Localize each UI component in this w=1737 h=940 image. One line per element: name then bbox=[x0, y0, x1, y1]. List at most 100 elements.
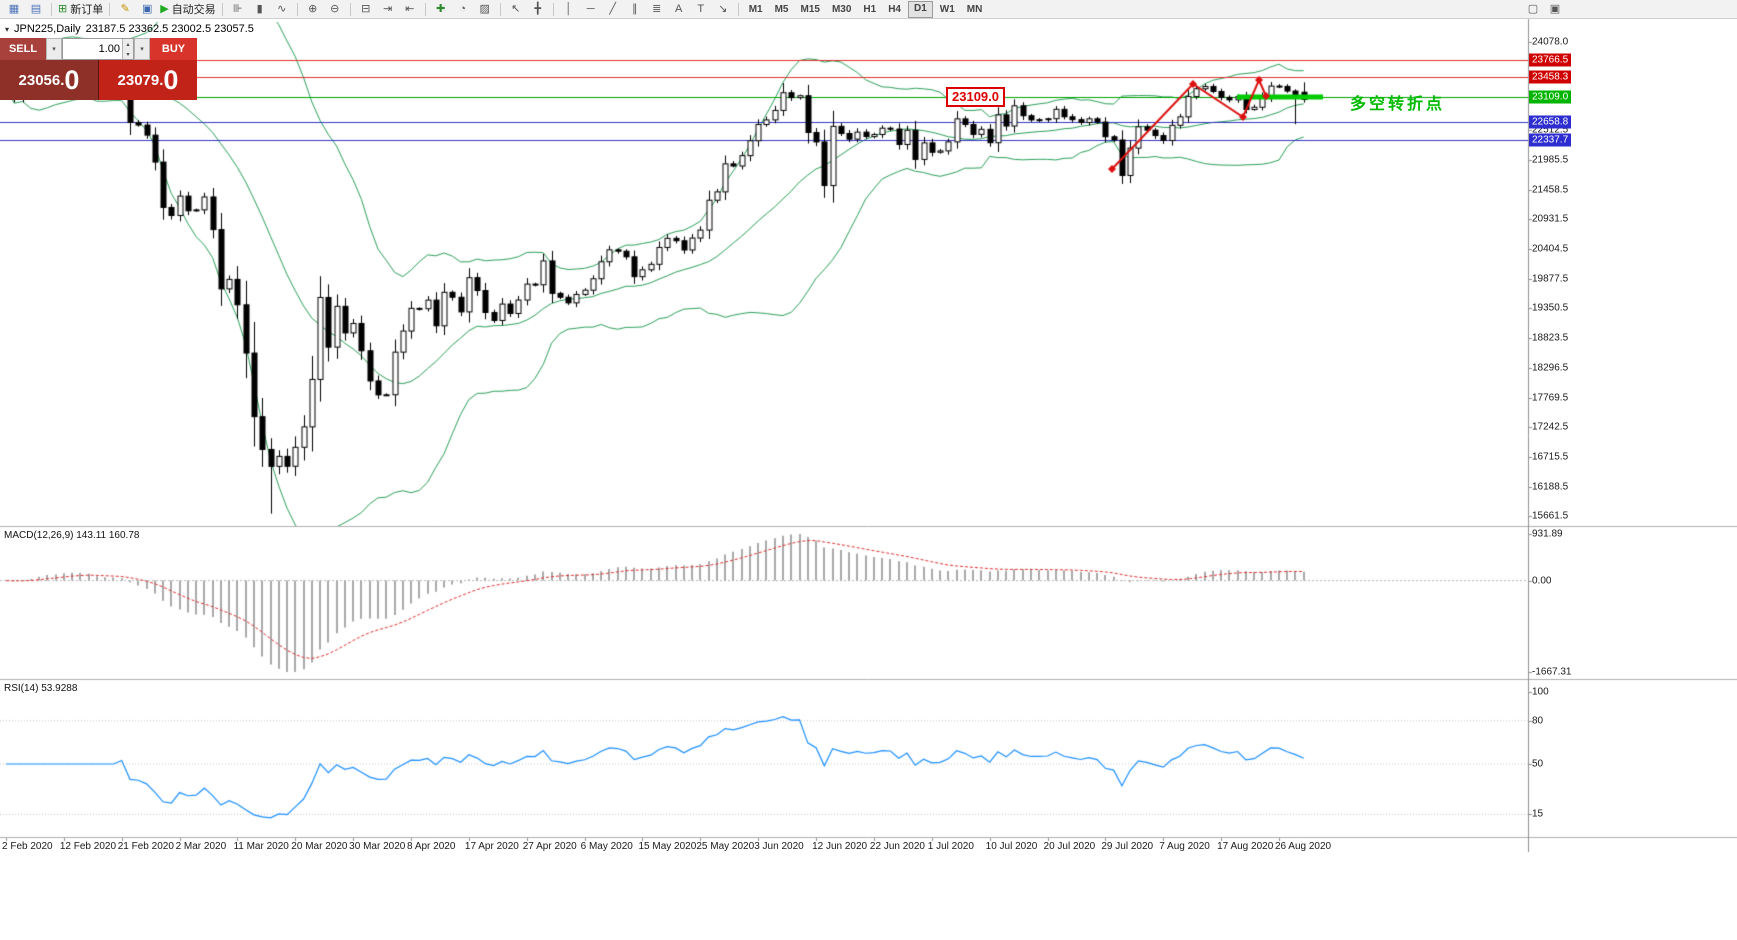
candlestick-mode-button[interactable]: ▮ bbox=[249, 1, 271, 18]
volume-field: ▴ ▾ bbox=[62, 38, 134, 60]
timeframe-mn[interactable]: MN bbox=[966, 3, 983, 15]
chart-shift-icon: ⇤ bbox=[405, 2, 415, 15]
ask-price: 23079. bbox=[117, 71, 164, 89]
chart-shift-button[interactable]: ⇤ bbox=[399, 1, 421, 18]
ask-price-button[interactable]: 23079. 0 bbox=[99, 60, 197, 100]
volume-stepper: ▴ ▾ bbox=[122, 39, 133, 59]
cursor-icon: ↖ bbox=[511, 2, 521, 15]
indicators-button[interactable]: ✚ bbox=[430, 1, 452, 18]
buy-dropdown[interactable]: ▾ bbox=[134, 38, 150, 60]
macd-label: MACD(12,26,9) 143.11 160.78 bbox=[4, 530, 139, 541]
timeframe-m15[interactable]: M15 bbox=[800, 3, 820, 15]
one-click-trading-panel: SELL ▾ ▴ ▾ ▾ BUY 23056.0 23079.0 bbox=[0, 38, 197, 100]
vertical-line-button[interactable]: │ bbox=[558, 1, 580, 18]
macd-name: MACD(12,26,9) bbox=[4, 530, 74, 541]
tile-windows-icon: ⊟ bbox=[361, 2, 371, 15]
toolbar-separator bbox=[51, 2, 52, 16]
timeframe-m5[interactable]: M5 bbox=[774, 3, 789, 15]
toolbar-separator bbox=[109, 2, 111, 16]
price-annotation-box[interactable]: 23109.0 bbox=[946, 87, 1005, 107]
sell-dropdown[interactable]: ▾ bbox=[46, 38, 62, 60]
periods-icon: ◔ bbox=[459, 2, 467, 15]
volume-up-button[interactable]: ▴ bbox=[123, 39, 133, 49]
templates-button[interactable]: ▨ bbox=[474, 1, 496, 18]
timeframe-d1[interactable]: D1 bbox=[908, 0, 933, 18]
text-label-icon: T bbox=[697, 2, 705, 15]
zoom-out-button[interactable]: ⊖ bbox=[324, 1, 346, 18]
cursor-button[interactable]: ↖ bbox=[505, 1, 527, 18]
trendline-icon: ╱ bbox=[609, 2, 616, 15]
metaeditor-button[interactable]: ✎ bbox=[114, 1, 136, 18]
toolbar: ▦ ▤ ⊞ 新订单 ✎ ▣ ▶ 自动交易 ⊪ ▮ ∿ ⊕ ⊖ ⊟ ⇥ ⇤ ✚ ◔ ▨ ↖ ╋ │ ─ ╱ ∥ ≣ A T ↘ M1 M5 M1… bbox=[0, 0, 1737, 19]
timeframe-m1[interactable]: M1 bbox=[748, 3, 763, 15]
chart-title: ▾ JPN225,Daily 23187.5 23362.5 23002.5 2… bbox=[5, 23, 254, 35]
periods-button[interactable]: ◔ bbox=[452, 1, 474, 18]
arrows-icon: ↘ bbox=[718, 2, 728, 15]
equidistant-channel-icon: ∥ bbox=[631, 2, 638, 15]
timeframe-w1[interactable]: W1 bbox=[939, 3, 955, 15]
market-watch-icon: ▣ bbox=[142, 2, 153, 15]
volume-down-button[interactable]: ▾ bbox=[123, 49, 133, 59]
trendline-button[interactable]: ╱ bbox=[602, 1, 624, 18]
zoom-out-icon: ⊖ bbox=[330, 2, 340, 15]
bid-price-button[interactable]: 23056. 0 bbox=[0, 60, 98, 100]
rsi-name: RSI(14) bbox=[4, 683, 39, 694]
bid-price: 23056. bbox=[18, 71, 65, 89]
fibonacci-button[interactable]: ≣ bbox=[646, 1, 668, 18]
new-order-button[interactable]: ⊞ 新订单 bbox=[56, 1, 105, 18]
toolbar-separator bbox=[552, 2, 554, 16]
tile-windows-button[interactable]: ⊟ bbox=[355, 1, 377, 18]
indicators-icon: ✚ bbox=[436, 2, 446, 15]
arrows-button[interactable]: ↘ bbox=[712, 1, 734, 18]
autotrading-button[interactable]: ▶ 自动交易 bbox=[158, 1, 217, 18]
equidistant-channel-button[interactable]: ∥ bbox=[624, 1, 646, 18]
autotrading-label: 自动交易 bbox=[171, 4, 216, 16]
auto-scroll-button[interactable]: ⇥ bbox=[377, 1, 399, 18]
full-screen-icon: ▢ bbox=[1527, 2, 1539, 15]
bid-price-pip: 0 bbox=[64, 64, 80, 95]
crosshair-icon: ╋ bbox=[534, 2, 541, 15]
autotrading-icon: ▶ bbox=[160, 2, 169, 15]
line-chart-mode-icon: ∿ bbox=[277, 2, 287, 15]
text-label-button[interactable]: T bbox=[690, 1, 712, 18]
chart-symbol-period: JPN225,Daily bbox=[14, 23, 81, 35]
new-chart-icon: ▦ bbox=[8, 2, 20, 15]
volume-input[interactable] bbox=[63, 39, 122, 59]
sell-button[interactable]: SELL bbox=[0, 38, 46, 60]
text-button[interactable]: A bbox=[668, 1, 690, 18]
buy-button[interactable]: BUY bbox=[150, 38, 197, 60]
rsi-label: RSI(14) 53.9288 bbox=[4, 683, 77, 694]
timeframe-m30[interactable]: M30 bbox=[831, 3, 852, 15]
metaeditor-icon: ✎ bbox=[120, 2, 130, 15]
zoom-in-button[interactable]: ⊕ bbox=[302, 1, 324, 18]
macd-values: 143.11 160.78 bbox=[76, 530, 140, 541]
trade-panel-controls: SELL ▾ ▴ ▾ ▾ BUY bbox=[0, 38, 197, 60]
market-watch-button[interactable]: ▣ bbox=[136, 1, 158, 18]
crosshair-button[interactable]: ╋ bbox=[527, 1, 549, 18]
toolbar-separator bbox=[349, 2, 351, 16]
chart-profiles-button[interactable]: ▤ bbox=[25, 1, 47, 18]
new-chart-button[interactable]: ▦ bbox=[3, 1, 25, 18]
zoom-in-icon: ⊕ bbox=[308, 2, 318, 15]
chart-ohlc: 23187.5 23362.5 23002.5 23057.5 bbox=[85, 23, 254, 35]
line-chart-mode-button[interactable]: ∿ bbox=[271, 1, 293, 18]
toolbar-separator bbox=[221, 2, 223, 16]
chart-properties-button[interactable]: ▣ bbox=[1544, 1, 1566, 18]
bar-chart-mode-button[interactable]: ⊪ bbox=[227, 1, 249, 18]
fibonacci-icon: ≣ bbox=[652, 2, 662, 15]
one-click-toggle-icon[interactable]: ▾ bbox=[5, 24, 10, 34]
chart-properties-icon: ▣ bbox=[1549, 2, 1561, 15]
horizontal-line-button[interactable]: ─ bbox=[580, 1, 602, 18]
ask-price-pip: 0 bbox=[163, 64, 179, 95]
text-icon: A bbox=[675, 2, 683, 15]
toolbar-separator bbox=[296, 2, 298, 16]
rsi-value: 53.9288 bbox=[41, 683, 78, 694]
turning-point-annotation[interactable]: 多空转折点 bbox=[1350, 96, 1446, 113]
timeframe-h1[interactable]: H1 bbox=[863, 3, 877, 15]
vertical-line-icon: │ bbox=[565, 2, 573, 15]
full-screen-button[interactable]: ▢ bbox=[1522, 1, 1544, 18]
toolbar-separator bbox=[499, 2, 501, 16]
timeframe-h4[interactable]: H4 bbox=[888, 3, 901, 15]
trade-panel-prices: 23056. 0 23079. 0 bbox=[0, 60, 197, 100]
